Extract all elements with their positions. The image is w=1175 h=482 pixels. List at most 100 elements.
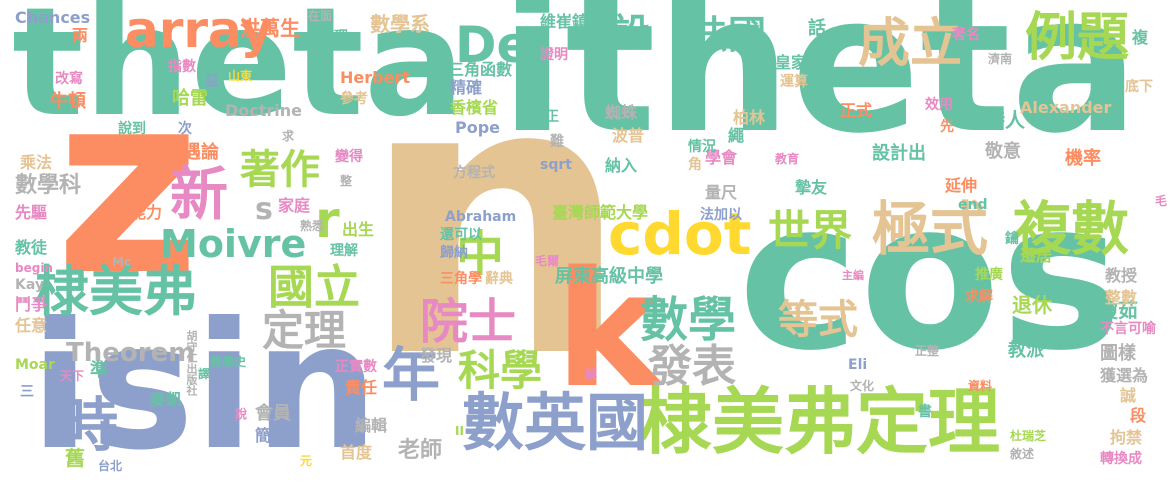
word-doctrine: Doctrine	[225, 101, 303, 120]
word-alexander: Alexander	[1020, 98, 1112, 117]
word-qingkuang: 情況	[688, 139, 716, 155]
word-shandong: 山東	[228, 69, 253, 83]
word-shuxuexi: 數學系	[370, 12, 430, 36]
word-shuyingguo: 數英國	[462, 386, 649, 459]
word-hushouren: 胡守仁出版社	[185, 330, 198, 396]
word-gaixie: 改寫	[55, 71, 83, 87]
word-zhuanhuancheng: 轉換成	[1100, 451, 1142, 467]
word-fajiayi: 法加以	[700, 207, 742, 223]
word-nian: 年	[382, 341, 441, 409]
word-theta: theta	[12, 0, 466, 150]
word-fu: 複	[1132, 28, 1149, 47]
word-bianji: 編輯	[355, 416, 388, 435]
word-tuixiu: 退休	[1012, 293, 1052, 317]
word-wenhua: 文化	[850, 379, 875, 393]
word-dmft-large: 棣美弗定理	[640, 380, 1001, 464]
word-moivre: Moivre	[160, 222, 307, 266]
word-shuodao: 說到	[118, 121, 146, 137]
word-jiao: 角	[688, 157, 702, 173]
word-theorem: Theorem	[66, 338, 196, 368]
word-maikai: 麥凱	[150, 390, 183, 409]
word-renyi: 任意	[15, 316, 48, 335]
word-zhengzheng: 正整	[915, 344, 940, 358]
word-ziliao: 資料	[968, 379, 993, 393]
word-fangchengshi: 方程式	[453, 165, 495, 181]
word-shuxue: 數學	[640, 292, 737, 348]
word-isin: isin	[30, 286, 379, 482]
word-bopu: 波普	[612, 126, 645, 145]
word-huangjia: 皇家	[775, 53, 808, 72]
word-zhun: 準	[90, 360, 108, 381]
word-jilv: 機率	[1065, 148, 1101, 169]
word-shu: 書	[918, 404, 932, 420]
word-mao: 毛	[1155, 194, 1168, 208]
word-liang: 兩	[72, 26, 89, 45]
word-ci: 次	[178, 121, 192, 137]
word-dixia: 底下	[1125, 79, 1153, 95]
word-jiaotu: 教徒	[15, 238, 48, 257]
word-daoli: 道理	[320, 29, 348, 45]
word-jie: 解	[585, 367, 598, 381]
word-tuiguang: 推廣	[975, 267, 1003, 283]
word-niudun: 牛頓	[50, 91, 86, 112]
word-liti: 例題	[1025, 8, 1130, 68]
word-zaimian: 在面	[308, 9, 333, 23]
word-itheta: itheta	[500, 0, 1140, 175]
word-zi: 茲	[205, 74, 219, 90]
word-xiaoyong: 效用	[925, 97, 953, 113]
word-zhengming: 證明	[540, 47, 568, 63]
word-yangqiongru: 楊瓊茹	[1078, 298, 1138, 322]
word-zhengshishu: 正實數	[335, 359, 377, 375]
word-ii: II	[455, 424, 464, 438]
word-jujin: 拘禁	[1110, 428, 1143, 447]
word-shejichu: 設計出	[872, 143, 926, 164]
word-zeren: 責任	[345, 378, 378, 397]
word-shuxueshi: 數學史	[210, 355, 247, 369]
word-kay: Kay	[15, 277, 44, 293]
word-sqrt: sqrt	[540, 157, 572, 173]
word-duan: 段	[1130, 406, 1147, 425]
word-zhengshi: 正式	[840, 101, 873, 120]
word-mc: Mc	[112, 255, 132, 269]
word-naru: 納入	[605, 156, 638, 175]
word-laoshi: 老師	[398, 438, 443, 463]
word-san: 三	[20, 384, 34, 400]
word-zhizhu: 蜘蛛	[605, 103, 638, 122]
word-jingque: 精確	[450, 78, 483, 97]
word-fushu: 複數	[1013, 195, 1130, 263]
word-zheng: 整	[340, 174, 353, 188]
word-sanjiaohanshu: 三角函數	[448, 60, 513, 79]
word-shi: 時	[60, 391, 119, 459]
word-duruizhi: 杜瑞芝	[1010, 429, 1047, 443]
word-lijie: 理解	[330, 243, 358, 259]
word-qiu: 求	[282, 129, 295, 143]
word-array: array	[125, 1, 273, 59]
word-jiating: 家庭	[278, 196, 311, 215]
word-r: r	[315, 191, 340, 249]
word-de: De	[455, 16, 531, 74]
word-shijie: 世界	[768, 206, 853, 255]
word-jingyi: 敬意	[985, 141, 1021, 162]
word-fabiao: 發表	[648, 341, 736, 392]
word-shuxueke: 數學科	[15, 173, 82, 198]
word-hua: 話	[808, 18, 826, 39]
word-chances: Chances	[15, 8, 91, 27]
word-yunsuan: 運算	[780, 74, 808, 90]
word-yuanshi: 院士	[420, 294, 517, 350]
word-zanli: 讚禮	[562, 234, 590, 250]
word-dengshi: 等式	[778, 297, 858, 343]
word-cdot: cdot	[608, 200, 752, 268]
word-yanshen: 延伸	[945, 176, 978, 195]
word-nan: 難	[550, 134, 564, 150]
word-zhubian: 主編	[842, 269, 864, 282]
word-guoli: 國立	[268, 260, 360, 314]
word-shiren: 詩人	[985, 108, 1025, 132]
word-jinan: 濟南	[988, 52, 1013, 66]
word-chusheng: 出生	[342, 220, 375, 239]
word-end: end	[958, 197, 988, 213]
word-cheng: 誠	[1120, 386, 1137, 405]
word-zhishu: 指數	[168, 59, 196, 75]
word-xianqu: 先驅	[15, 203, 48, 222]
word-begin: begin	[15, 261, 53, 275]
